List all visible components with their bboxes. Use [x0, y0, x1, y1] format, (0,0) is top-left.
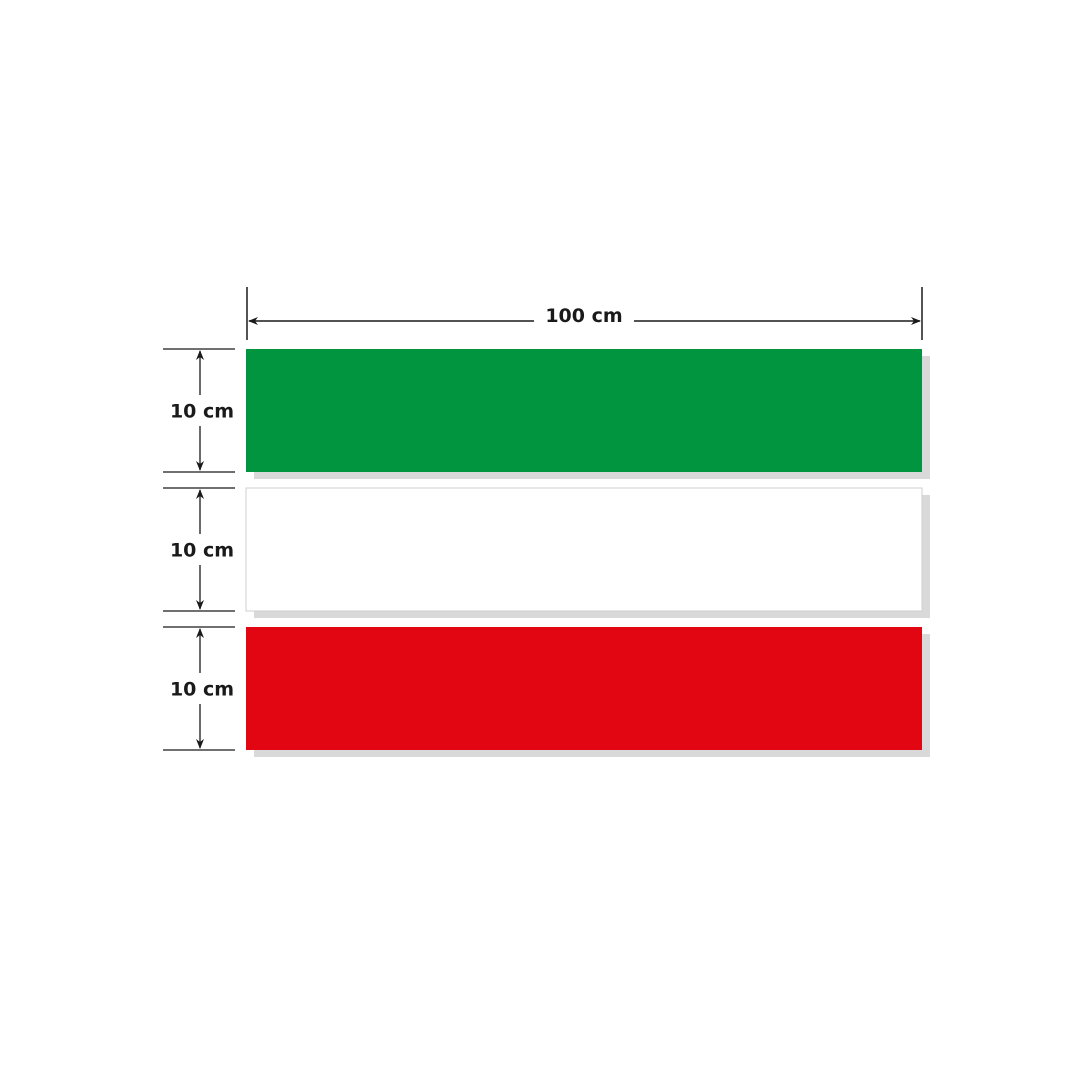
stripe-group-2: 10 cm: [163, 487, 930, 618]
width-label: 100 cm: [545, 305, 622, 327]
height-label: 10 cm: [170, 401, 234, 423]
width-dimension: 100 cm: [246, 287, 923, 340]
stripe-group-1: 10 cm: [163, 348, 930, 479]
stripe-group-3: 10 cm: [163, 626, 930, 757]
stripe: [246, 349, 922, 472]
stripe: [245, 487, 923, 612]
height-label: 10 cm: [170, 679, 234, 701]
stripe: [246, 627, 922, 750]
height-label: 10 cm: [170, 540, 234, 562]
